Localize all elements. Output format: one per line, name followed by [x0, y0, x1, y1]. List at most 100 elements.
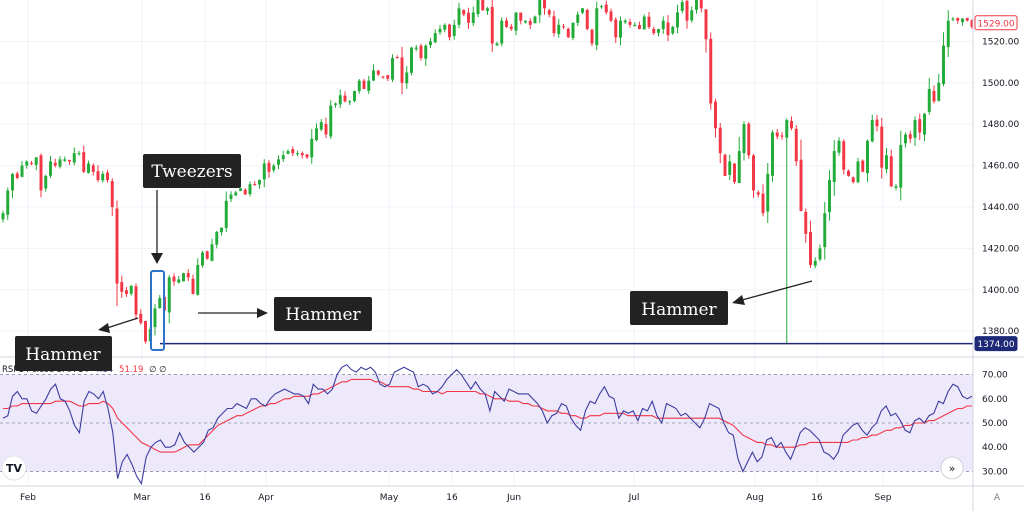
candle[interactable]	[457, 2, 461, 29]
candle[interactable]	[709, 32, 713, 110]
candle[interactable]	[728, 154, 732, 181]
candle[interactable]	[44, 174, 48, 192]
candle[interactable]	[158, 294, 162, 309]
candle[interactable]	[509, 23, 513, 31]
candle[interactable]	[72, 147, 76, 166]
candle[interactable]	[15, 171, 19, 180]
candle[interactable]	[927, 78, 931, 115]
candle[interactable]	[961, 18, 964, 26]
candle[interactable]	[305, 154, 309, 159]
candle[interactable]	[942, 32, 945, 87]
candle[interactable]	[329, 100, 333, 140]
candle[interactable]	[780, 132, 784, 140]
candle[interactable]	[590, 28, 594, 47]
candle[interactable]	[685, 0, 689, 29]
candle[interactable]	[234, 190, 238, 196]
candle[interactable]	[737, 136, 741, 184]
candle[interactable]	[761, 184, 765, 217]
candle[interactable]	[11, 173, 14, 199]
candle[interactable]	[110, 178, 114, 217]
candle[interactable]	[324, 117, 328, 139]
candle[interactable]	[619, 16, 622, 46]
candle[interactable]	[338, 89, 342, 109]
candle[interactable]	[690, 6, 694, 23]
candle[interactable]	[400, 46, 404, 95]
candle[interactable]	[205, 250, 209, 260]
candle[interactable]	[229, 191, 233, 202]
candle[interactable]	[372, 64, 375, 82]
candle[interactable]	[277, 155, 280, 170]
candle[interactable]	[82, 145, 86, 174]
candle[interactable]	[414, 44, 418, 52]
candle[interactable]	[310, 129, 314, 164]
candle[interactable]	[704, 9, 708, 53]
candle[interactable]	[239, 188, 242, 192]
candle[interactable]	[281, 150, 285, 163]
candle[interactable]	[182, 272, 185, 282]
candle[interactable]	[913, 116, 917, 146]
candle[interactable]	[885, 147, 888, 174]
candle[interactable]	[804, 208, 808, 243]
candle[interactable]	[614, 17, 618, 43]
candle[interactable]	[452, 19, 456, 40]
candle[interactable]	[747, 122, 751, 159]
candle[interactable]	[547, 8, 551, 18]
candle[interactable]	[286, 149, 290, 155]
candle[interactable]	[923, 112, 926, 142]
candle[interactable]	[186, 269, 190, 282]
candle[interactable]	[53, 158, 57, 168]
candle[interactable]	[20, 160, 24, 178]
candle[interactable]	[106, 169, 109, 183]
candle[interactable]	[139, 309, 143, 325]
candle[interactable]	[191, 274, 195, 295]
candle[interactable]	[63, 156, 67, 163]
candle[interactable]	[837, 137, 841, 156]
candle[interactable]	[443, 23, 447, 33]
candle[interactable]	[6, 187, 10, 220]
candle[interactable]	[438, 24, 442, 35]
auto-scale-button[interactable]: A	[994, 493, 1001, 503]
candle[interactable]	[671, 25, 675, 36]
candle[interactable]	[120, 275, 124, 298]
candle[interactable]	[348, 100, 352, 106]
candle[interactable]	[799, 139, 803, 212]
candle[interactable]	[101, 171, 105, 183]
candle[interactable]	[647, 11, 651, 30]
candle[interactable]	[462, 9, 466, 17]
candle[interactable]	[723, 153, 727, 177]
candle[interactable]	[115, 200, 119, 307]
candle[interactable]	[486, 6, 489, 15]
candle[interactable]	[623, 18, 627, 24]
candle[interactable]	[395, 55, 399, 59]
candle[interactable]	[91, 163, 95, 176]
candle[interactable]	[771, 130, 774, 182]
candle[interactable]	[880, 117, 884, 179]
candle[interactable]	[775, 128, 779, 140]
candle[interactable]	[153, 303, 157, 336]
candle[interactable]	[733, 163, 736, 184]
candle[interactable]	[34, 157, 38, 171]
candle[interactable]	[652, 26, 656, 36]
candle[interactable]	[381, 76, 385, 79]
candle[interactable]	[638, 21, 641, 30]
candle[interactable]	[134, 283, 138, 320]
candle[interactable]	[210, 238, 214, 262]
candle[interactable]	[818, 244, 822, 262]
candle[interactable]	[581, 7, 584, 15]
candle[interactable]	[661, 16, 665, 34]
candle[interactable]	[405, 65, 409, 89]
candle[interactable]	[809, 220, 812, 268]
candle[interactable]	[752, 153, 755, 199]
candle[interactable]	[376, 69, 380, 77]
tradingview-logo[interactable]: TV	[1, 455, 27, 481]
candle[interactable]	[828, 170, 831, 221]
candle[interactable]	[946, 10, 950, 58]
candle[interactable]	[714, 98, 717, 138]
candle[interactable]	[794, 125, 798, 166]
candle[interactable]	[538, 0, 542, 23]
candle[interactable]	[448, 23, 451, 41]
candle[interactable]	[391, 54, 394, 83]
candle[interactable]	[562, 24, 565, 30]
candle[interactable]	[813, 257, 817, 269]
candle[interactable]	[552, 10, 556, 37]
